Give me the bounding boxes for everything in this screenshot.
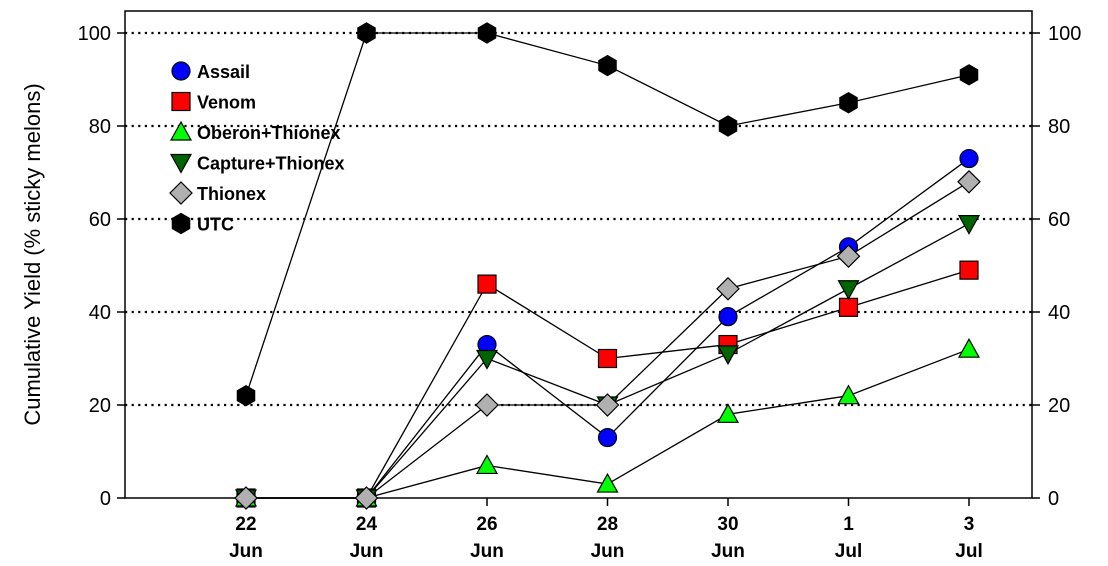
x-tick-label-month: Jul (955, 541, 982, 562)
y-tick-label-left: 0 (100, 488, 111, 510)
x-tick-label-day: 30 (717, 514, 738, 535)
legend-marker-oberon-thionex (169, 120, 193, 141)
x-tick-label-month: Jun (470, 541, 504, 562)
point-assail (959, 148, 979, 169)
point-thionex (836, 244, 861, 269)
legend-label-thionex: Thionex (197, 184, 266, 204)
y-tick-label-right: 60 (1048, 209, 1070, 231)
legend-marker-thionex (169, 181, 193, 205)
point-thionex (354, 486, 379, 510)
series-line-utc (245, 32, 970, 396)
legend: Assail Venom Oberon+Thionex Capture+Thionex… (169, 61, 345, 235)
legend-marker-venom (171, 91, 191, 112)
legend-label-utc: UTC (197, 215, 234, 235)
point-utc (959, 64, 979, 86)
point-thionex (716, 276, 740, 301)
point-utc (839, 92, 858, 114)
y-tick-label-left: 100 (78, 23, 111, 45)
x-tick-label-month: Jun (711, 541, 745, 562)
point-venom (959, 260, 979, 280)
point-oberon-thionex (475, 454, 499, 475)
point-oberon-thionex (596, 472, 619, 493)
y-tick-label-right: 0 (1048, 488, 1059, 510)
point-oberon-thionex (957, 337, 981, 358)
point-utc (236, 385, 256, 407)
point-utc (357, 22, 376, 44)
point-venom (597, 348, 618, 369)
y-axis: 0 0 20 20 40 40 60 60 80 80 100 100 (78, 23, 1082, 510)
x-tick-label-day: 28 (597, 514, 618, 535)
x-tick-label-month: Jun (350, 541, 384, 562)
point-capture-thionex (957, 215, 981, 235)
point-venom (477, 274, 497, 294)
legend-marker-utc (171, 212, 191, 235)
x-tick-label-month: Jul (835, 541, 862, 562)
y-tick-label-right: 20 (1048, 395, 1070, 417)
x-tick-label-day: 3 (964, 514, 975, 535)
x-axis: 22 Jun 24 Jun 26 Jun 28 Jun 30 Jun 1 Jul 3 Jul (229, 498, 983, 562)
plot-frame (124, 10, 1033, 499)
series-markers (234, 22, 981, 510)
legend-marker-capture-thionex (169, 153, 193, 174)
x-tick-label-month: Jun (229, 541, 263, 562)
y-axis-label: Cumulative Yield (% sticky melons) (20, 83, 45, 425)
point-thionex (475, 393, 499, 417)
point-assail (597, 427, 618, 448)
x-tick-label-day: 1 (843, 514, 854, 535)
point-oberon-thionex (716, 403, 740, 423)
point-thionex (234, 486, 258, 510)
x-tick-label-month: Jun (591, 541, 625, 562)
point-venom (838, 297, 859, 317)
series-line-venom (246, 269, 970, 499)
x-tick-label-day: 26 (476, 514, 497, 535)
point-utc (718, 115, 738, 137)
y-tick-label-right: 80 (1048, 116, 1070, 138)
y-tick-label-left: 20 (89, 395, 111, 417)
point-thionex (595, 393, 620, 417)
point-utc (477, 22, 497, 44)
y-tick-label-right: 40 (1048, 302, 1070, 324)
legend-label-oberon-thionex: Oberon+Thionex (197, 123, 341, 143)
point-capture-thionex (716, 345, 740, 366)
legend-label-capture-thionex: Capture+Thionex (197, 154, 345, 174)
point-capture-thionex (837, 280, 860, 300)
point-utc (598, 54, 617, 77)
point-thionex (957, 169, 981, 194)
x-tick-label-day: 22 (235, 514, 256, 535)
x-tick-label-day: 24 (356, 514, 378, 535)
legend-marker-assail (171, 61, 191, 81)
y-tick-label-left: 60 (89, 209, 111, 231)
legend-label-venom: Venom (197, 93, 256, 113)
y-tick-label-left: 40 (89, 302, 111, 324)
point-capture-thionex (475, 349, 499, 370)
point-assail (718, 307, 738, 327)
series-group (234, 22, 981, 510)
series-line-thionex (246, 181, 970, 499)
y-tick-label-left: 80 (89, 116, 111, 138)
point-oberon-thionex (837, 384, 860, 405)
legend-label-assail: Assail (197, 62, 250, 82)
y-tick-label-right: 100 (1048, 23, 1081, 45)
